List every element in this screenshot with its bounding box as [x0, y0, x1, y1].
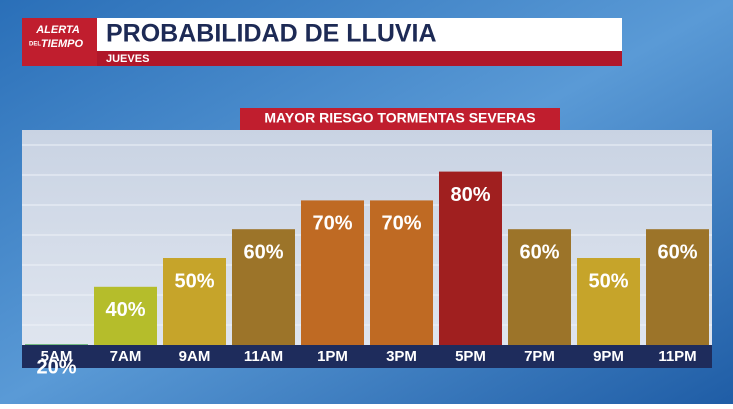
subtitle-bar [97, 51, 622, 66]
bar [508, 229, 571, 345]
bar [25, 344, 88, 345]
value-label: 60% [657, 241, 697, 263]
bar [439, 171, 502, 345]
chart-subtitle: JUEVES [106, 53, 149, 65]
bar [163, 258, 226, 345]
bar [301, 200, 364, 345]
chart-title: PROBABILIDAD DE LLUVIA [106, 20, 437, 48]
bar [94, 286, 157, 345]
logo-text: TIEMPO [41, 38, 84, 50]
value-label: 40% [105, 299, 145, 321]
bar [577, 258, 640, 345]
annotation-box [240, 108, 560, 130]
x-tick-label: 3PM [386, 348, 417, 365]
x-tick-label: 5AM [41, 348, 73, 365]
x-tick-label: 5PM [455, 348, 486, 365]
value-label: 70% [381, 213, 421, 235]
x-tick-label: 9PM [593, 348, 624, 365]
value-label: 80% [450, 184, 490, 206]
value-label: 50% [174, 270, 214, 292]
logo [22, 18, 97, 66]
annotation: MAYOR RIESGO TORMENTAS SEVERAS [264, 110, 535, 126]
title-bar [97, 18, 622, 51]
x-tick-label: 9AM [179, 348, 211, 365]
x-tick-label: 7PM [524, 348, 555, 365]
bar [232, 229, 295, 345]
axis-strip [22, 345, 712, 368]
value-label: 50% [588, 270, 628, 292]
value-label: 20% [36, 357, 76, 379]
x-tick-label: 11AM [244, 348, 283, 365]
bar [646, 229, 709, 345]
logo-text: ALERTA [35, 24, 80, 36]
logo-text: DEL [29, 42, 41, 48]
x-tick-label: 11PM [658, 348, 696, 365]
value-label: 70% [312, 213, 352, 235]
bar [370, 200, 433, 345]
value-label: 60% [519, 241, 559, 263]
value-label: 60% [243, 241, 283, 263]
x-tick-label: 7AM [110, 348, 142, 365]
x-tick-label: 1PM [317, 348, 348, 365]
